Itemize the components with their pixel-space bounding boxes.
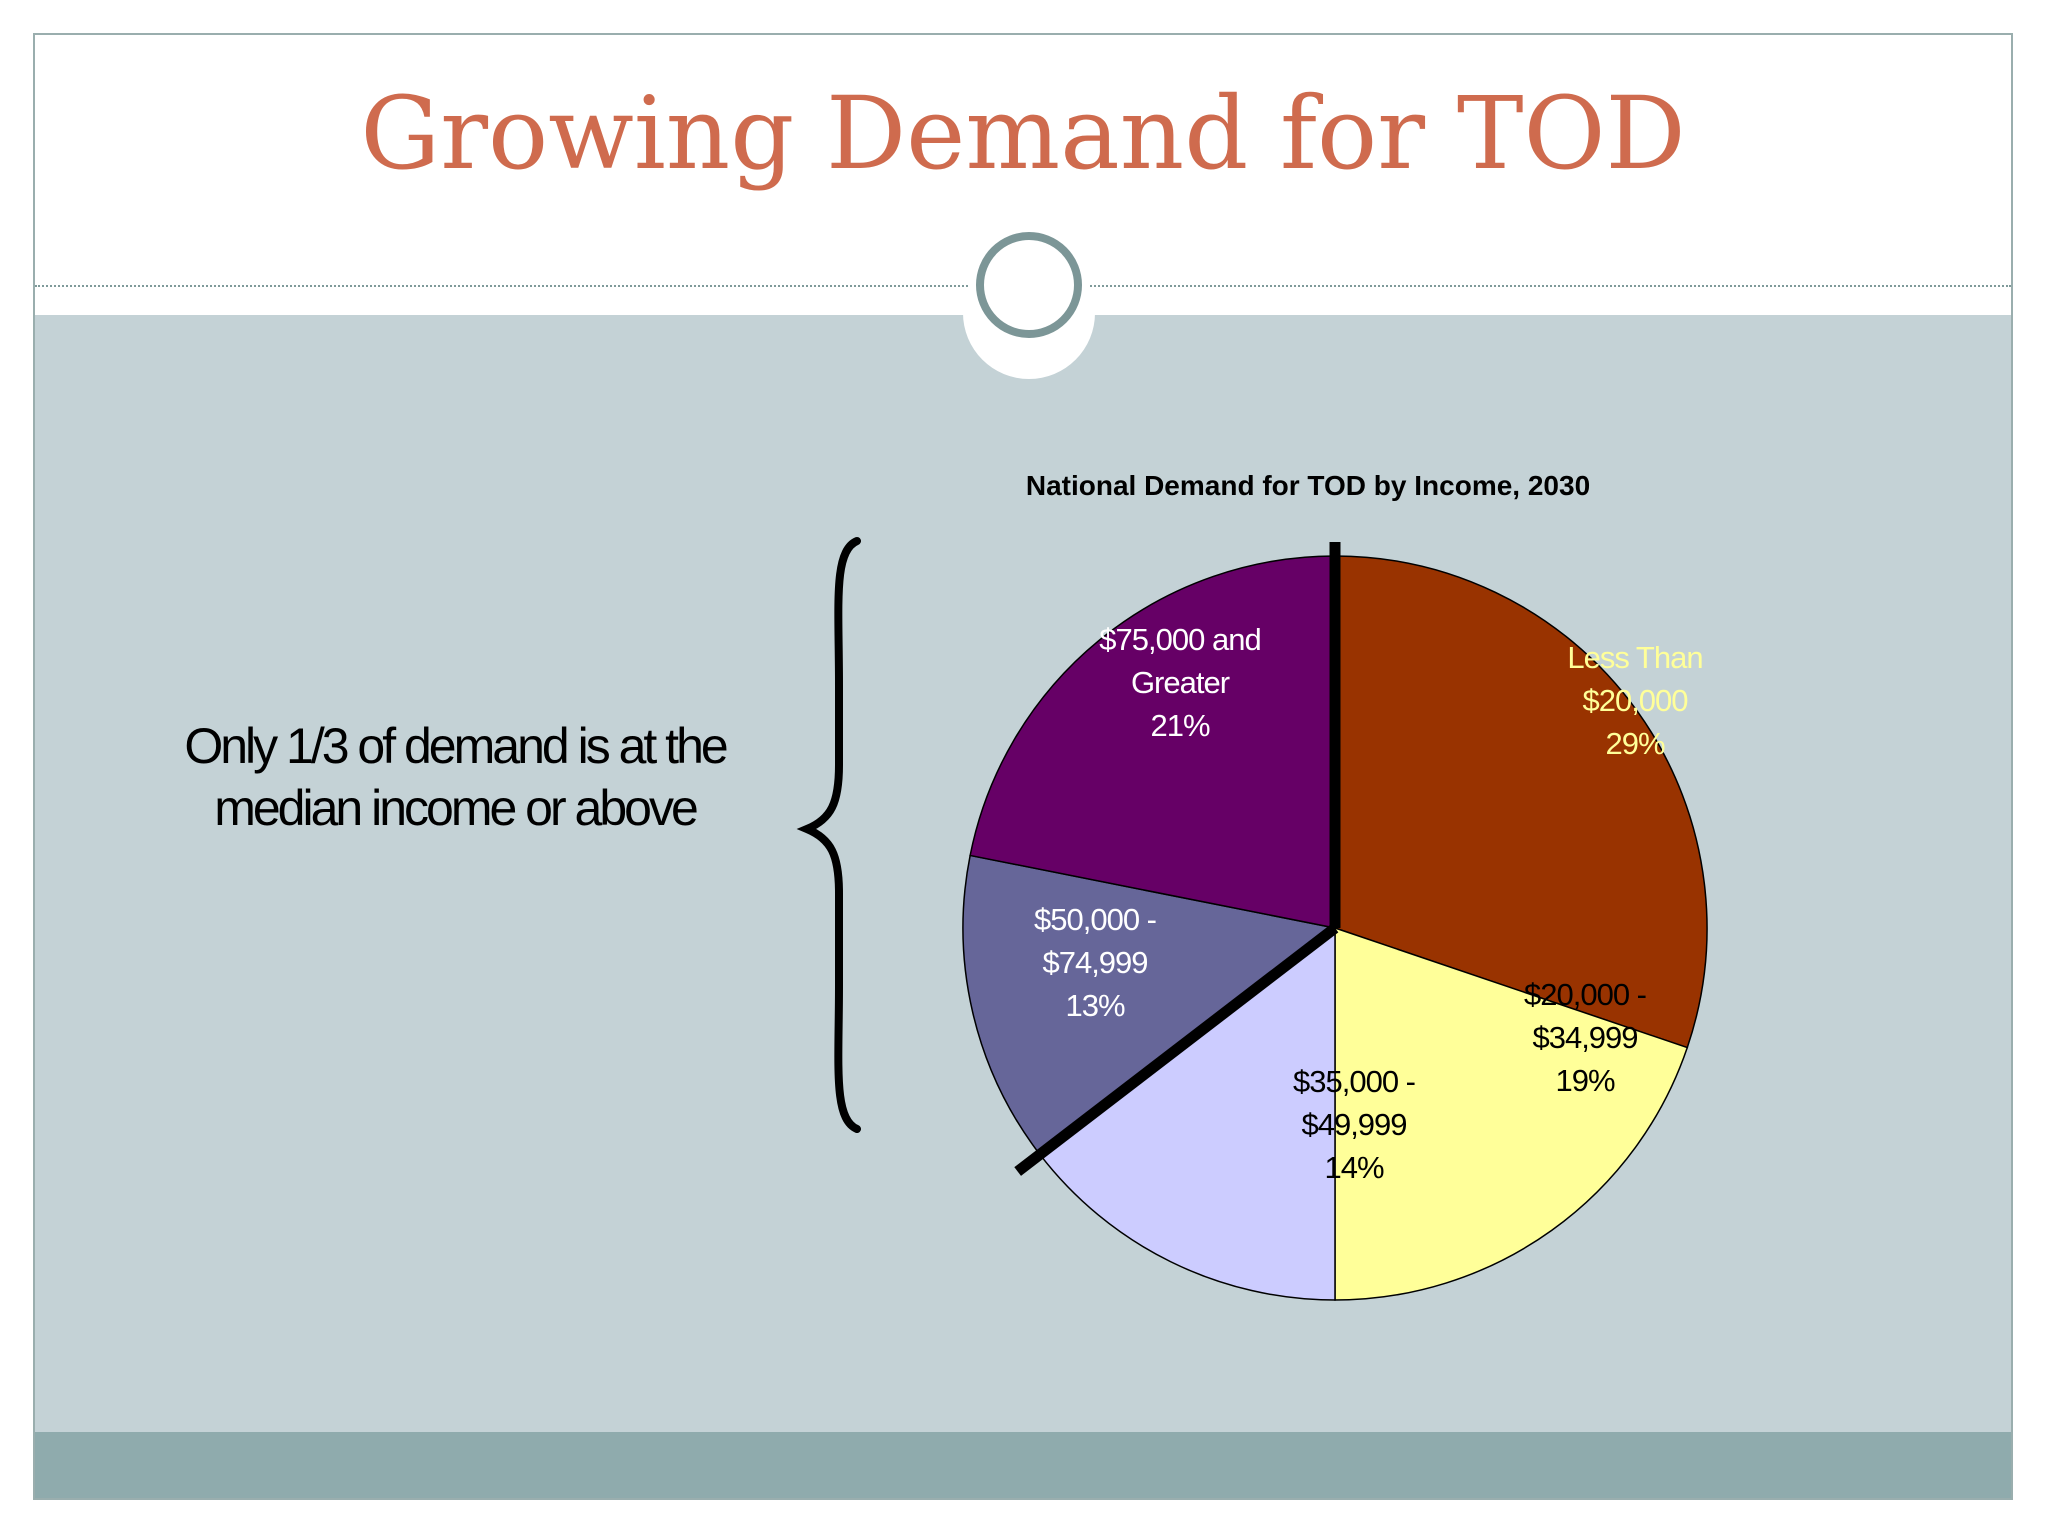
slice-label-2-line-2: 14% [1324, 1150, 1383, 1185]
callout-text: Only 1/3 of demand is at the median inco… [95, 715, 815, 839]
slice-label-1-line-0: $20,000 - [1524, 977, 1646, 1012]
slice-label-2: $35,000 - $49,999 14% [1293, 1064, 1416, 1185]
slice-label-3: $50,000 - $74,999 13% [1034, 902, 1157, 1023]
slice-label-1-line-2: 19% [1555, 1063, 1614, 1098]
slice-label-2-line-0: $35,000 - [1293, 1064, 1415, 1099]
slice-label-4-line-1: Greater [1131, 665, 1230, 700]
slice-label-1-line-1: $34,999 [1532, 1020, 1637, 1055]
slice-label-4: $75,000 and Greater 21% [1099, 622, 1261, 743]
curly-brace-icon [796, 537, 861, 1133]
pie-labels: Less Than $20,000 29% $20,000 - $34,999 19% $3… [1034, 622, 1704, 1185]
slide-title: Growing Demand for TOD [360, 75, 1686, 192]
slice-label-1: $20,000 - $34,999 19% [1524, 977, 1647, 1098]
pie-slices [962, 555, 1708, 1301]
pie-slice-4 [969, 555, 1336, 929]
slice-label-2-line-1: $49,999 [1301, 1107, 1406, 1142]
pie-slice-1 [1334, 926, 1689, 1301]
pie-slice-0 [1334, 555, 1708, 1049]
slice-label-0-line-1: $20,000 [1582, 683, 1688, 718]
pie-dividers [1014, 542, 1341, 1176]
slice-label-0: Less Than $20,000 29% [1567, 640, 1703, 761]
pie-chart: National Demand for TOD by Income, 2030 … [962, 470, 1708, 1301]
footer-band [35, 1432, 2011, 1498]
slice-label-4-line-0: $75,000 and [1099, 622, 1260, 657]
callout-line-1: Only 1/3 of demand is at the [184, 718, 728, 774]
chart-title: National Demand for TOD by Income, 2030 [1026, 470, 1590, 501]
slide: Growing Demand for TOD Only 1/3 of deman… [33, 33, 2013, 1500]
slice-label-0-line-2: 29% [1605, 726, 1664, 761]
callout-line-2: median income or above [214, 780, 699, 836]
divider-line-lower-left [1014, 923, 1339, 1176]
pie-slice-2 [1038, 926, 1336, 1301]
slice-label-3-line-1: $74,999 [1042, 945, 1147, 980]
circle-ornament-icon [976, 232, 1082, 338]
slice-label-4-line-2: 21% [1150, 708, 1209, 743]
slice-label-0-line-0: Less Than [1567, 640, 1702, 675]
pie-slice-3 [962, 854, 1337, 1156]
slice-label-3-line-0: $50,000 - [1034, 902, 1156, 937]
slice-label-3-line-2: 13% [1065, 988, 1124, 1023]
